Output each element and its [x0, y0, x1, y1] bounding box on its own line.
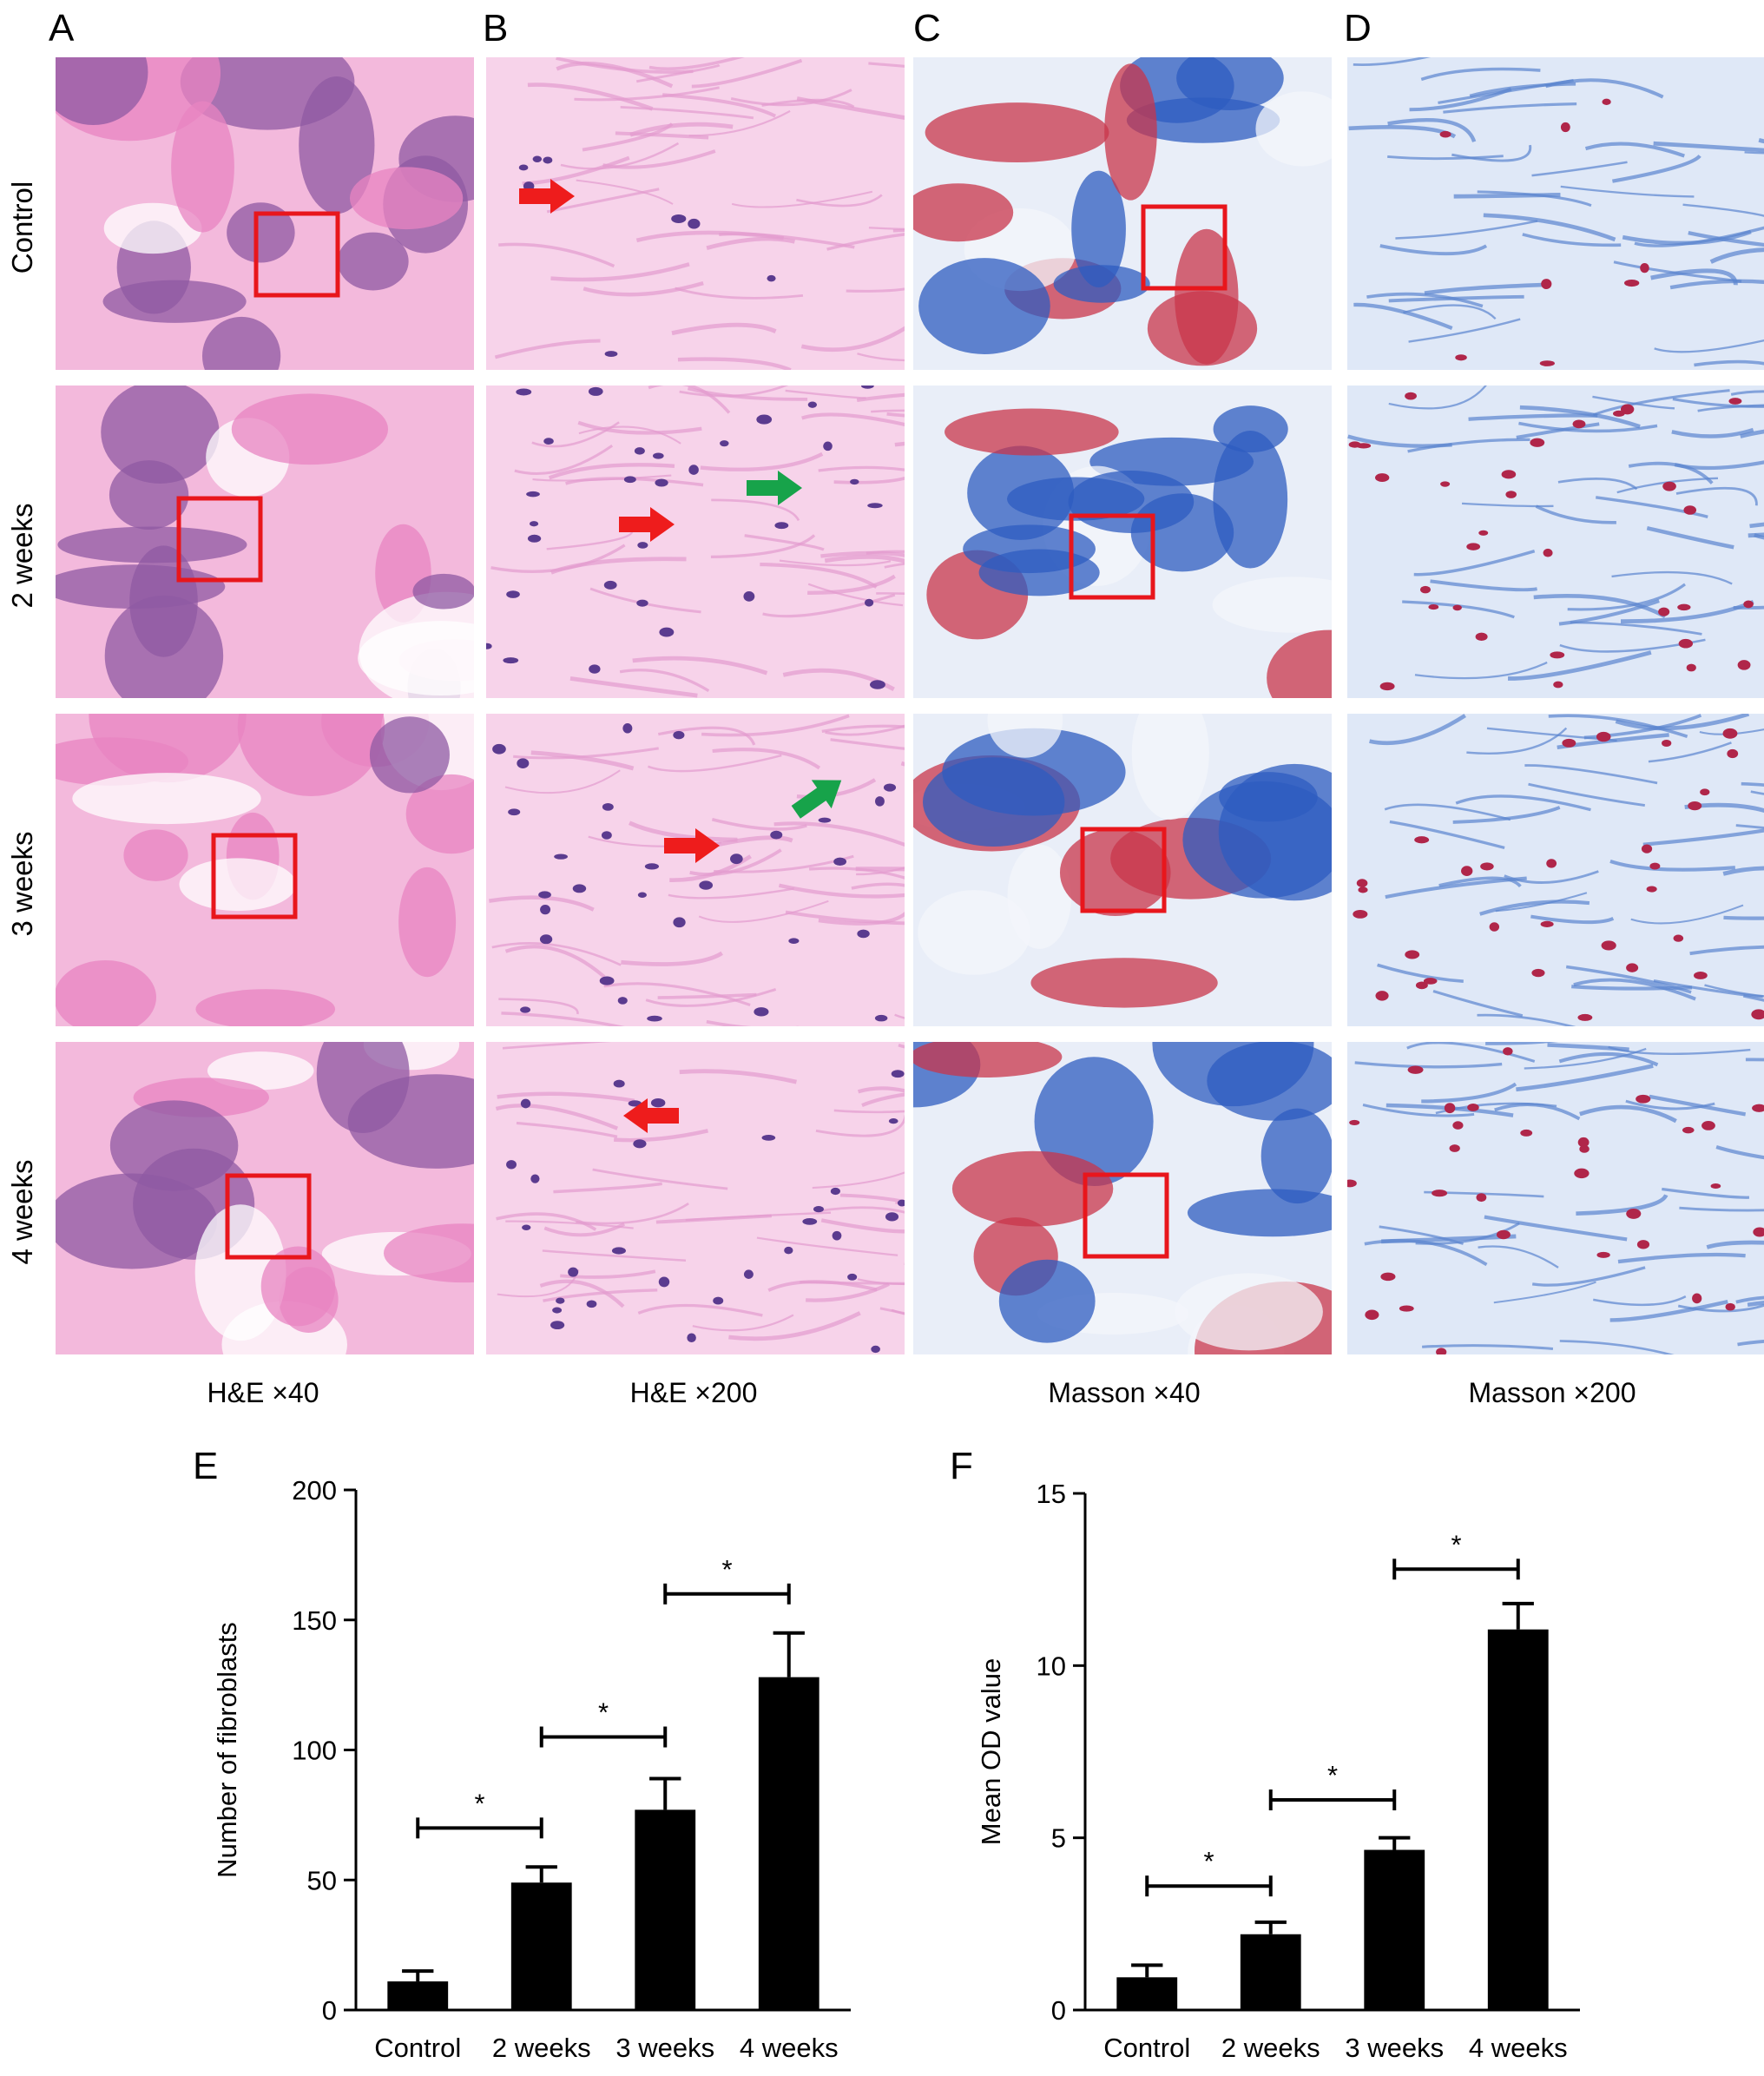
row-label-4-weeks: 4 weeks	[6, 1159, 38, 1265]
bar	[387, 1981, 449, 2010]
row-label-2-weeks: 2 weeks	[6, 503, 38, 609]
roi-box	[1069, 513, 1155, 600]
roi-box	[176, 496, 263, 583]
x-tick-label: 4 weeks	[740, 2033, 839, 2063]
bar	[510, 1882, 572, 2010]
roi-box	[1080, 827, 1167, 913]
roi-box	[1141, 204, 1228, 291]
panel-label-b: B	[483, 7, 509, 49]
red-arrow-icon	[664, 828, 720, 863]
bar	[758, 1677, 819, 2010]
roi-box	[253, 211, 340, 298]
micrograph-he-x40-2-weeks	[56, 386, 474, 698]
x-tick-label: 2 weeks	[1221, 2033, 1320, 2063]
significance-star: *	[721, 1554, 732, 1585]
micrograph-masson-x200-2-weeks	[1347, 386, 1764, 698]
x-tick-label: 3 weeks	[1345, 2033, 1444, 2063]
micrograph-he-x200-3-weeks	[486, 714, 905, 1026]
roi-box	[1083, 1172, 1169, 1259]
bar	[1240, 1934, 1301, 2010]
micrograph-masson-x40-control	[913, 57, 1332, 370]
micrograph-he-x200-control	[486, 57, 905, 370]
roi-box	[211, 833, 298, 919]
red-arrow-icon	[623, 1098, 679, 1133]
roi-box	[225, 1173, 312, 1260]
row-label-3-weeks: 3 weeks	[6, 831, 38, 937]
y-tick-label: 5	[1051, 1823, 1066, 1854]
micrograph-he-x40-4-weeks	[56, 1042, 474, 1354]
column-label-he-x40: H&E ×40	[207, 1377, 319, 1408]
micrograph-he-x40-control	[56, 57, 474, 370]
y-tick-label: 0	[322, 1995, 337, 2026]
bar	[1116, 1977, 1178, 2010]
micrograph-masson-x40-3-weeks	[913, 714, 1332, 1026]
x-tick-label: Control	[374, 2033, 461, 2063]
column-label-he-x200: H&E ×200	[629, 1377, 758, 1408]
red-arrow-icon	[519, 179, 575, 214]
y-axis-label: Number of fibroblasts	[212, 1622, 242, 1878]
panel-label-a: A	[49, 7, 75, 49]
significance-star: *	[1203, 1846, 1214, 1876]
bar	[1364, 1849, 1425, 2010]
bar	[1487, 1629, 1549, 2010]
x-tick-label: 3 weeks	[615, 2033, 714, 2063]
y-tick-label: 0	[1051, 1995, 1066, 2026]
y-tick-label: 50	[307, 1865, 337, 1895]
y-tick-label: 100	[292, 1736, 337, 1766]
row-label-control: Control	[6, 181, 38, 274]
column-label-masson-x40: Masson ×40	[1048, 1377, 1201, 1408]
significance-star: *	[598, 1697, 609, 1728]
micrograph-masson-x200-4-weeks	[1347, 1042, 1764, 1354]
y-axis-label: Mean OD value	[976, 1658, 1006, 1845]
panel-label-e: E	[193, 1445, 219, 1487]
panel-label-d: D	[1344, 7, 1372, 49]
red-arrow-icon	[619, 507, 675, 542]
significance-star: *	[1451, 1529, 1461, 1559]
micrograph-he-x200-2-weeks	[486, 386, 905, 698]
y-tick-label: 200	[292, 1475, 337, 1506]
micrograph-he-x40-3-weeks	[56, 714, 474, 1026]
y-tick-label: 150	[292, 1605, 337, 1636]
chart-f-mean-od: 0 5 10 15 Mean OD value Control 2 weeks 3 weeks…	[976, 1479, 1580, 2063]
y-tick-label: 15	[1037, 1479, 1066, 1509]
green-arrow-icon	[747, 471, 802, 505]
green-arrow-icon	[791, 780, 842, 819]
significance-star: *	[1327, 1760, 1338, 1790]
column-label-masson-x200: Masson ×200	[1468, 1377, 1636, 1408]
x-tick-label: 2 weeks	[492, 2033, 591, 2063]
x-tick-label: 4 weeks	[1469, 2033, 1568, 2063]
micrograph-masson-x200-3-weeks	[1347, 714, 1764, 1026]
panel-label-c: C	[913, 7, 941, 49]
x-tick-label: Control	[1103, 2033, 1190, 2063]
micrograph-he-x200-4-weeks	[486, 1042, 905, 1354]
panel-label-f: F	[950, 1445, 973, 1487]
significance-star: *	[474, 1788, 484, 1818]
micrograph-masson-x200-control	[1347, 57, 1764, 370]
chart-e-fibroblasts: 0 50 100 150 200 Number of fibroblasts Control…	[212, 1475, 851, 2063]
micrograph-masson-x40-2-weeks	[913, 386, 1332, 698]
bar	[635, 1809, 696, 2010]
y-tick-label: 10	[1037, 1651, 1066, 1681]
micrograph-masson-x40-4-weeks	[913, 1042, 1332, 1354]
